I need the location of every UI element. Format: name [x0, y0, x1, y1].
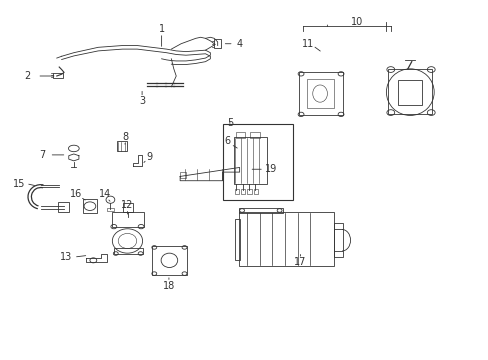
Bar [253, 189, 258, 194]
Text: 3: 3 [139, 96, 145, 106]
Bar [234, 220, 239, 260]
Bar [387, 69, 431, 114]
Bar [333, 223, 342, 257]
Text: 16: 16 [70, 189, 82, 199]
Text: 8: 8 [122, 132, 128, 142]
Text: 9: 9 [146, 152, 152, 162]
Text: 13: 13 [61, 252, 73, 262]
Bar [122, 203, 133, 212]
Text: 5: 5 [226, 118, 232, 128]
Bar [152, 246, 186, 275]
Bar [247, 189, 251, 194]
Bar [117, 141, 127, 151]
Text: 19: 19 [264, 164, 277, 174]
Text: 14: 14 [99, 189, 111, 199]
Text: 17: 17 [294, 257, 306, 267]
Text: 6: 6 [224, 136, 230, 145]
Bar [114, 248, 143, 254]
Bar [82, 199, 97, 213]
Bar [299, 72, 342, 116]
Bar [241, 189, 245, 194]
Text: 7: 7 [39, 150, 45, 160]
Bar [238, 212, 333, 266]
Text: 10: 10 [350, 17, 362, 27]
Bar [222, 125, 293, 200]
Text: 2: 2 [24, 71, 31, 81]
Bar [397, 80, 422, 105]
Bar [250, 132, 260, 138]
Bar [180, 172, 186, 178]
Bar [306, 79, 333, 108]
Text: 15: 15 [13, 179, 25, 189]
Bar [112, 212, 143, 226]
Text: 1: 1 [158, 24, 164, 35]
Text: 11: 11 [301, 39, 313, 49]
Text: 12: 12 [121, 200, 133, 210]
Text: 18: 18 [163, 281, 175, 291]
Text: 4: 4 [236, 39, 242, 49]
Bar [233, 167, 239, 170]
Bar [107, 208, 114, 211]
Bar [214, 39, 221, 48]
Bar [53, 73, 63, 78]
Bar [235, 132, 245, 138]
Bar [234, 189, 239, 194]
Bar [233, 137, 266, 184]
Bar [238, 208, 282, 213]
Bar [58, 202, 69, 212]
